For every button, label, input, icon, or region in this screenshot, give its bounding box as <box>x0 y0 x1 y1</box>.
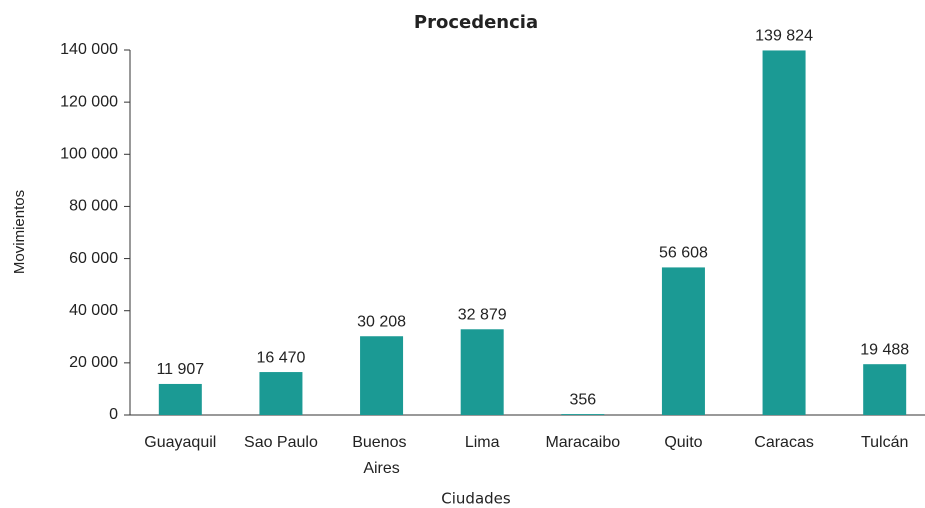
data-label: 16 470 <box>256 349 305 366</box>
y-axis-label: Movimientos <box>11 190 28 274</box>
y-tick-label: 140 000 <box>60 41 118 58</box>
bar <box>460 329 504 415</box>
x-tick-label: Lima <box>465 434 500 451</box>
bar <box>561 414 605 415</box>
y-tick-label: 0 <box>109 406 118 423</box>
data-label: 356 <box>569 391 596 408</box>
bar <box>259 372 303 415</box>
bar <box>360 336 404 415</box>
x-tick-label: Maracaibo <box>545 434 620 451</box>
data-label: 11 907 <box>156 361 204 378</box>
y-tick-label: 20 000 <box>69 354 118 371</box>
y-tick-label: 100 000 <box>60 146 118 163</box>
data-label: 32 879 <box>458 306 507 323</box>
y-tick-label: 80 000 <box>69 198 118 215</box>
x-tick-label: Tulcán <box>861 434 908 451</box>
bar <box>158 383 202 415</box>
y-tick-label: 120 000 <box>60 93 118 110</box>
x-tick-label: Sao Paulo <box>244 434 318 451</box>
data-label: 30 208 <box>357 313 406 330</box>
x-tick-label: Quito <box>664 434 702 451</box>
bar <box>863 364 907 415</box>
data-label: 139 824 <box>755 28 813 45</box>
chart-title: Procedencia <box>414 12 538 33</box>
x-axis-label: Ciudades <box>441 490 511 508</box>
x-tick-label: Caracas <box>754 434 814 451</box>
data-label: 56 608 <box>659 245 708 262</box>
y-tick-label: 40 000 <box>69 302 118 319</box>
y-tick-label: 60 000 <box>69 250 118 267</box>
x-tick-label: Guayaquil <box>144 434 216 451</box>
data-label: 19 488 <box>860 341 909 358</box>
bar <box>762 50 806 415</box>
bar <box>661 267 705 415</box>
x-tick-label: Buenos Aires <box>352 434 411 477</box>
